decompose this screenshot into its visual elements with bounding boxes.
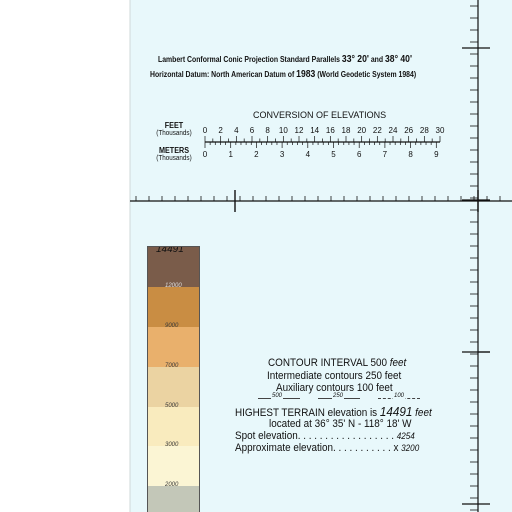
- feet-tick-label: 28: [419, 126, 429, 135]
- datum-note: Horizontal Datum: North American Datum o…: [150, 69, 417, 80]
- intermediate-contours: Intermediate contours 250 feet: [267, 370, 402, 382]
- tint-band: [148, 486, 199, 512]
- feet-tick-label: 10: [278, 126, 288, 135]
- meter-tick-label: 8: [408, 150, 413, 159]
- feet-tick-label: 26: [404, 126, 414, 135]
- meter-tick-label: 6: [356, 150, 362, 159]
- tint-band: [148, 407, 199, 446]
- feet-tick-label: 20: [357, 126, 367, 135]
- contour-sample-500: 500: [271, 393, 284, 399]
- feet-tick-label: 6: [249, 126, 255, 135]
- elevation-tint-bar: 12000 9000 7000 5000 3000 2000 14491: [147, 246, 200, 512]
- tint-band: [148, 446, 199, 486]
- feet-tick-label: 22: [372, 126, 382, 135]
- meter-tick-label: 0: [202, 150, 208, 159]
- meters-label: METERS (Thousands): [156, 146, 192, 163]
- feet-tick-label: 4: [234, 126, 239, 135]
- highest-terrain: HIGHEST TERRAIN elevation is 14491 feet: [235, 404, 432, 419]
- tint-band-label: 3000: [165, 442, 179, 448]
- contour-sample-250: 250: [332, 393, 345, 399]
- contour-sample-100: 100: [393, 393, 406, 399]
- meter-tick-label: 9: [434, 150, 439, 159]
- peak-elevation-label: 14491: [156, 246, 184, 255]
- tint-band-label: 12000: [165, 283, 182, 289]
- conversion-title: CONVERSION OF ELEVATIONS: [253, 110, 387, 120]
- feet-tick-label: 30: [435, 126, 445, 135]
- feet-tick-label: 2: [218, 126, 223, 135]
- feet-tick-label: 14: [310, 126, 320, 135]
- spot-elevation: Spot elevation. . . . . . . . . . . . . …: [235, 430, 415, 442]
- tint-band: [148, 247, 199, 287]
- feet-tick-label: 24: [388, 126, 398, 135]
- projection-note: Lambert Conformal Conic Projection Stand…: [158, 54, 413, 65]
- meter-tick-label: 5: [331, 150, 336, 159]
- approximate-elevation: Approximate elevation. . . . . . . . . .…: [235, 442, 420, 454]
- tint-band-label: 2000: [165, 482, 179, 488]
- feet-tick-label: 16: [325, 126, 335, 135]
- feet-tick-label: 8: [265, 126, 270, 135]
- meter-tick-label: 2: [254, 150, 259, 159]
- tint-band: [148, 287, 199, 327]
- meter-tick-label: 4: [305, 150, 311, 159]
- auxiliary-contours: Auxiliary contours 100 feet: [276, 382, 393, 394]
- graticule: [130, 0, 512, 512]
- tint-band-label: 9000: [165, 323, 179, 329]
- feet-tick-label: 18: [341, 126, 351, 135]
- tint-band-label: 5000: [165, 403, 179, 409]
- tint-band: [148, 367, 199, 407]
- highest-location: located at 36° 35' N - 118° 18' W: [269, 418, 412, 430]
- tint-band: [148, 327, 199, 367]
- meter-tick-label: 3: [279, 150, 285, 159]
- meter-tick-label: 7: [382, 150, 388, 159]
- feet-label: FEET (Thousands): [156, 121, 192, 138]
- feet-tick-label: 0: [202, 126, 208, 135]
- tint-band-label: 7000: [165, 363, 179, 369]
- contour-interval: CONTOUR INTERVAL 500 feet: [268, 357, 407, 369]
- meter-tick-label: 1: [228, 150, 233, 159]
- feet-tick-label: 12: [294, 126, 304, 135]
